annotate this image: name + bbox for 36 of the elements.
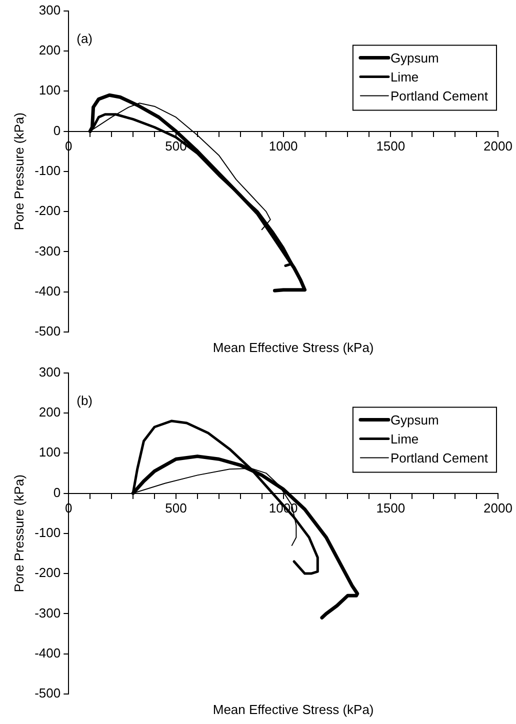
x-axis-title: Mean Effective Stress (kPa) xyxy=(212,702,374,718)
y-tick-label: -300 xyxy=(34,243,61,258)
x-tick-label: 1500 xyxy=(376,500,406,516)
legend-label: Portland Cement xyxy=(390,450,488,466)
x-tick-label: 1500 xyxy=(376,138,406,154)
legend-label: Gypsum xyxy=(390,50,439,66)
x-axis-title: Mean Effective Stress (kPa) xyxy=(212,340,374,356)
legend-label: Lime xyxy=(390,431,419,446)
y-tick-label: -300 xyxy=(34,605,61,620)
y-tick-label: 100 xyxy=(38,82,61,98)
y-tick-label: -400 xyxy=(34,645,61,660)
x-tick-label: 500 xyxy=(165,500,187,516)
y-axis-title: Pore Pressure (kPa) xyxy=(11,474,26,592)
legend-label: Lime xyxy=(390,69,419,84)
y-tick-label: 200 xyxy=(38,42,61,58)
annotation: (a) xyxy=(76,30,93,46)
y-tick-label: -400 xyxy=(34,283,61,298)
y-tick-label: 0 xyxy=(53,122,61,138)
y-axis-title: Pore Pressure (kPa) xyxy=(11,112,26,230)
annotation: (b) xyxy=(76,392,93,408)
y-tick-label: 100 xyxy=(38,444,61,460)
y-tick-label: 300 xyxy=(38,364,61,380)
y-tick-label: -500 xyxy=(34,686,61,701)
y-tick-label: 300 xyxy=(38,2,61,18)
legend-label: Portland Cement xyxy=(390,88,488,104)
x-tick-label: 1000 xyxy=(268,138,298,154)
legend-label: Gypsum xyxy=(390,412,439,428)
y-tick-label: -100 xyxy=(34,524,61,540)
x-tick-label: 2000 xyxy=(484,138,512,154)
y-tick-label: -200 xyxy=(34,203,61,218)
y-tick-label: -200 xyxy=(34,565,61,580)
y-tick-label: -100 xyxy=(34,162,61,178)
y-tick-label: 0 xyxy=(53,484,61,500)
x-tick-label: 2000 xyxy=(484,500,512,516)
y-tick-label: 200 xyxy=(38,404,61,420)
y-tick-label: -500 xyxy=(34,324,61,339)
